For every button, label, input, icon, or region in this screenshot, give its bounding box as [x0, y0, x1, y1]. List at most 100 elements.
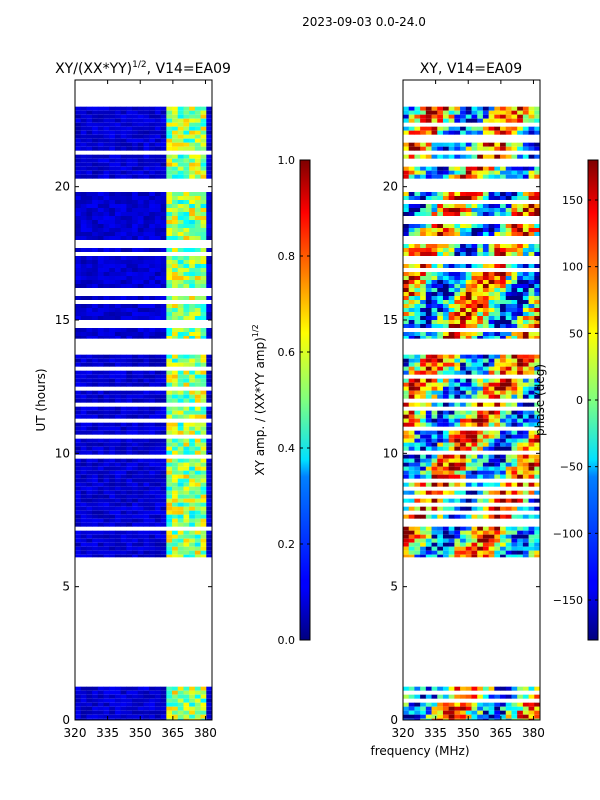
heatmap-cell: [534, 170, 540, 175]
heatmap-cell: [522, 232, 529, 236]
heatmap-cell: [160, 284, 167, 288]
heatmap-cell: [200, 458, 207, 463]
heatmap-cell: [154, 550, 162, 555]
heatmap-row: [75, 510, 212, 515]
heatmap-cell: [522, 146, 529, 151]
heatmap-cell: [120, 690, 127, 695]
heatmap-cell: [500, 526, 507, 531]
heatmap-cell: [80, 494, 87, 499]
heatmap-cell: [97, 166, 104, 171]
heatmap-cell: [92, 686, 99, 691]
heatmap-cell: [522, 312, 529, 316]
heatmap-cell: [75, 478, 82, 483]
heatmap-cell: [120, 204, 127, 208]
heatmap-cell: [511, 418, 518, 423]
heatmap-cell: [183, 196, 190, 200]
heatmap-cell: [437, 208, 444, 212]
heatmap-cell: [114, 236, 122, 240]
heatmap-cell: [160, 312, 167, 316]
heatmap-cell: [86, 362, 93, 367]
heatmap-cell: [408, 224, 415, 228]
heatmap-cell: [200, 260, 207, 264]
heatmap-cell: [517, 542, 524, 547]
heatmap-cell: [414, 248, 421, 252]
heatmap-cell: [189, 474, 196, 479]
heatmap-cell: [92, 482, 99, 487]
heatmap-cell: [200, 268, 207, 272]
heatmap-cell: [431, 526, 438, 531]
heatmap-cell: [460, 118, 467, 123]
heatmap-cell: [126, 522, 133, 527]
heatmap-cell: [183, 474, 190, 479]
heatmap-cell: [500, 718, 507, 720]
heatmap-cell: [160, 228, 167, 232]
heatmap-cell: [471, 462, 478, 467]
heatmap-cell: [403, 110, 410, 115]
heatmap-cell: [75, 442, 82, 447]
heatmap-cell: [149, 114, 156, 119]
heatmap-cell: [183, 446, 190, 451]
heatmap-cell: [471, 394, 478, 399]
heatmap-cell: [154, 450, 162, 455]
heatmap-cell: [460, 710, 467, 715]
heatmap-cell: [143, 174, 150, 179]
heatmap-cell: [194, 506, 201, 511]
heatmap-cell: [143, 470, 150, 475]
heatmap-cell: [471, 126, 478, 131]
heatmap-cell: [126, 430, 133, 435]
heatmap-cell: [166, 170, 173, 175]
heatmap-cell: [488, 174, 495, 179]
heatmap-cell: [500, 714, 507, 719]
heatmap-cell: [154, 530, 162, 535]
heatmap-cell: [103, 354, 110, 359]
heatmap-cell: [92, 506, 99, 511]
heatmap-row: [75, 506, 212, 511]
heatmap-cell: [132, 394, 139, 399]
heatmap-cell: [75, 506, 82, 511]
heatmap-cell: [166, 256, 173, 260]
heatmap-cell: [200, 534, 207, 539]
heatmap-cell: [137, 248, 144, 252]
heatmap-cell: [80, 154, 87, 159]
heatmap-cell: [160, 378, 167, 383]
heatmap-cell: [114, 442, 122, 447]
heatmap-cell: [528, 466, 535, 471]
heatmap-cell: [517, 106, 524, 111]
heatmap-cell: [425, 538, 432, 543]
heatmap-cell: [137, 370, 144, 375]
heatmap-cell: [517, 470, 524, 475]
heatmap-row: [75, 312, 212, 316]
heatmap-cell: [189, 224, 196, 228]
heatmap-cell: [454, 474, 461, 479]
heatmap-cell: [465, 276, 472, 280]
heatmap-cell: [149, 122, 156, 127]
heatmap-cell: [200, 208, 207, 212]
heatmap-cell: [75, 284, 82, 288]
heatmap-cell: [517, 224, 524, 228]
heatmap-cell: [454, 312, 461, 316]
heatmap-cell: [206, 272, 212, 276]
heatmap-cell: [194, 546, 201, 551]
heatmap-cell: [194, 264, 201, 268]
heatmap-cell: [172, 174, 179, 179]
heatmap-cell: [114, 174, 122, 179]
heatmap-cell: [403, 336, 410, 339]
heatmap-cell: [92, 196, 99, 200]
heatmap-cell: [75, 430, 82, 435]
heatmap-cell: [92, 268, 99, 272]
heatmap-cell: [442, 534, 450, 539]
heatmap-cell: [132, 114, 139, 119]
heatmap-cell: [172, 518, 179, 523]
heatmap-cell: [177, 706, 184, 711]
heatmap-cell: [448, 370, 455, 375]
heatmap-cell: [206, 166, 212, 171]
heatmap-cell: [194, 510, 201, 515]
heatmap-cell: [132, 470, 139, 475]
heatmap-cell: [403, 410, 410, 415]
colorbar-tick-label: 50: [569, 327, 583, 340]
heatmap-cell: [442, 280, 450, 284]
heatmap-cell: [534, 702, 540, 707]
heatmap-cell: [488, 430, 495, 435]
heatmap-cell: [500, 196, 507, 200]
heatmap-row: [75, 690, 212, 695]
